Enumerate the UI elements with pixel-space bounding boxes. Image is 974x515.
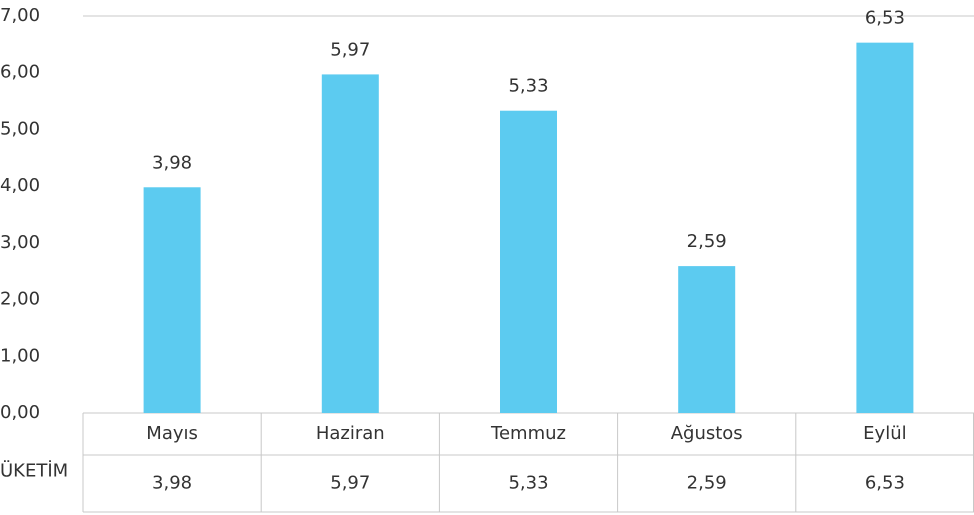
y-tick-label: 6,00 [0,62,40,83]
y-tick-label: 3,00 [0,232,40,253]
bar [856,42,914,414]
x-tick-label: Temmuz [490,423,566,444]
table-value: 3,98 [152,473,192,494]
bar [143,187,201,413]
table-series-name: ÜKETİM [0,460,68,482]
x-tick-label: Eylül [863,423,906,444]
x-tick-label: Mayıs [146,423,198,444]
data-label: 2,59 [687,231,727,252]
bar [321,74,379,413]
y-tick-label: 1,00 [0,345,40,366]
data-label: 3,98 [152,152,192,173]
table-value: 5,97 [330,473,370,494]
y-tick-label: 7,00 [0,5,40,26]
bar [500,110,557,413]
y-tick-label: 4,00 [0,175,40,196]
x-tick-label: Ağustos [671,423,743,444]
data-label: 5,97 [330,39,370,60]
y-tick-label: 0,00 [0,402,40,423]
table-value: 5,33 [508,473,548,494]
bar [678,266,736,413]
y-tick-label: 2,00 [0,289,40,310]
data-label: 6,53 [865,8,905,29]
data-label: 5,33 [508,76,548,97]
x-tick-label: Haziran [316,423,385,444]
table-value: 2,59 [687,473,727,494]
table-value: 6,53 [865,473,905,494]
y-tick-label: 5,00 [0,118,40,139]
